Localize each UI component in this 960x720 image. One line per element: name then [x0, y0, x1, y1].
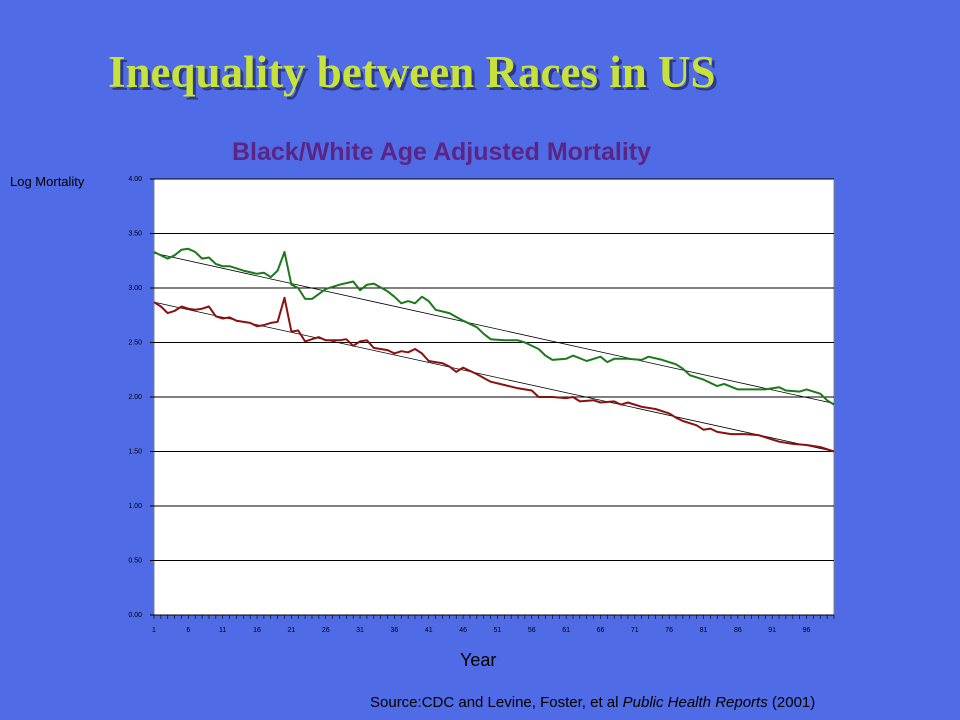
x-tick-label: 21 [287, 627, 295, 634]
x-tick-label: 81 [700, 627, 708, 634]
x-tick-label: 1 [152, 627, 156, 634]
y-tick-label: 1.00 [128, 503, 142, 510]
black-mortality-line [153, 247, 835, 406]
x-tick-label: 11 [219, 627, 226, 634]
x-tick-label: 16 [253, 627, 261, 634]
x-tick-label: 41 [425, 627, 433, 634]
x-tick-label: 76 [665, 627, 673, 634]
y-tick-label: 0.50 [128, 558, 142, 565]
x-tick-label: 56 [528, 627, 536, 634]
x-tick-label: 51 [494, 627, 502, 634]
white-mortality-trend-line [153, 301, 835, 452]
y-tick-label: 3.00 [128, 285, 142, 292]
x-tick-label: 96 [803, 627, 811, 634]
slide-title: Inequality between Races in US [108, 47, 716, 97]
x-tick-label: 31 [356, 627, 364, 634]
x-tick-label: 86 [734, 627, 742, 634]
black-mortality-trend-line [153, 252, 835, 404]
y-tick-label: 0.00 [128, 612, 142, 619]
x-tick-label: 6 [186, 627, 190, 634]
x-tick-label: 26 [322, 627, 330, 634]
x-tick-label: 66 [597, 627, 605, 634]
y-tick-label: 3.50 [128, 231, 142, 238]
x-tick-label: 46 [459, 627, 467, 634]
y-axis-label: Log Mortality [10, 174, 85, 189]
source-citation: Source:CDC and Levine, Foster, et al Pub… [370, 694, 815, 711]
chart-title: Black/White Age Adjusted Mortality [232, 138, 652, 166]
x-axis-label: Year [460, 650, 497, 670]
y-tick-label: 1.50 [128, 449, 142, 456]
y-tick-label: 4.00 [128, 176, 142, 183]
y-tick-label: 2.50 [128, 340, 142, 347]
source-journal: Public Health Reports [622, 694, 768, 711]
x-tick-label: 61 [562, 627, 570, 634]
white-mortality-line [153, 296, 835, 453]
y-tick-label: 2.00 [128, 394, 142, 401]
source-prefix: Source:CDC and Levine, Foster, et al [370, 694, 623, 711]
x-tick-label: 36 [391, 627, 399, 634]
source-suffix: (2001) [767, 694, 816, 711]
x-tick-label: 71 [631, 627, 639, 634]
x-tick-label: 91 [768, 627, 776, 634]
